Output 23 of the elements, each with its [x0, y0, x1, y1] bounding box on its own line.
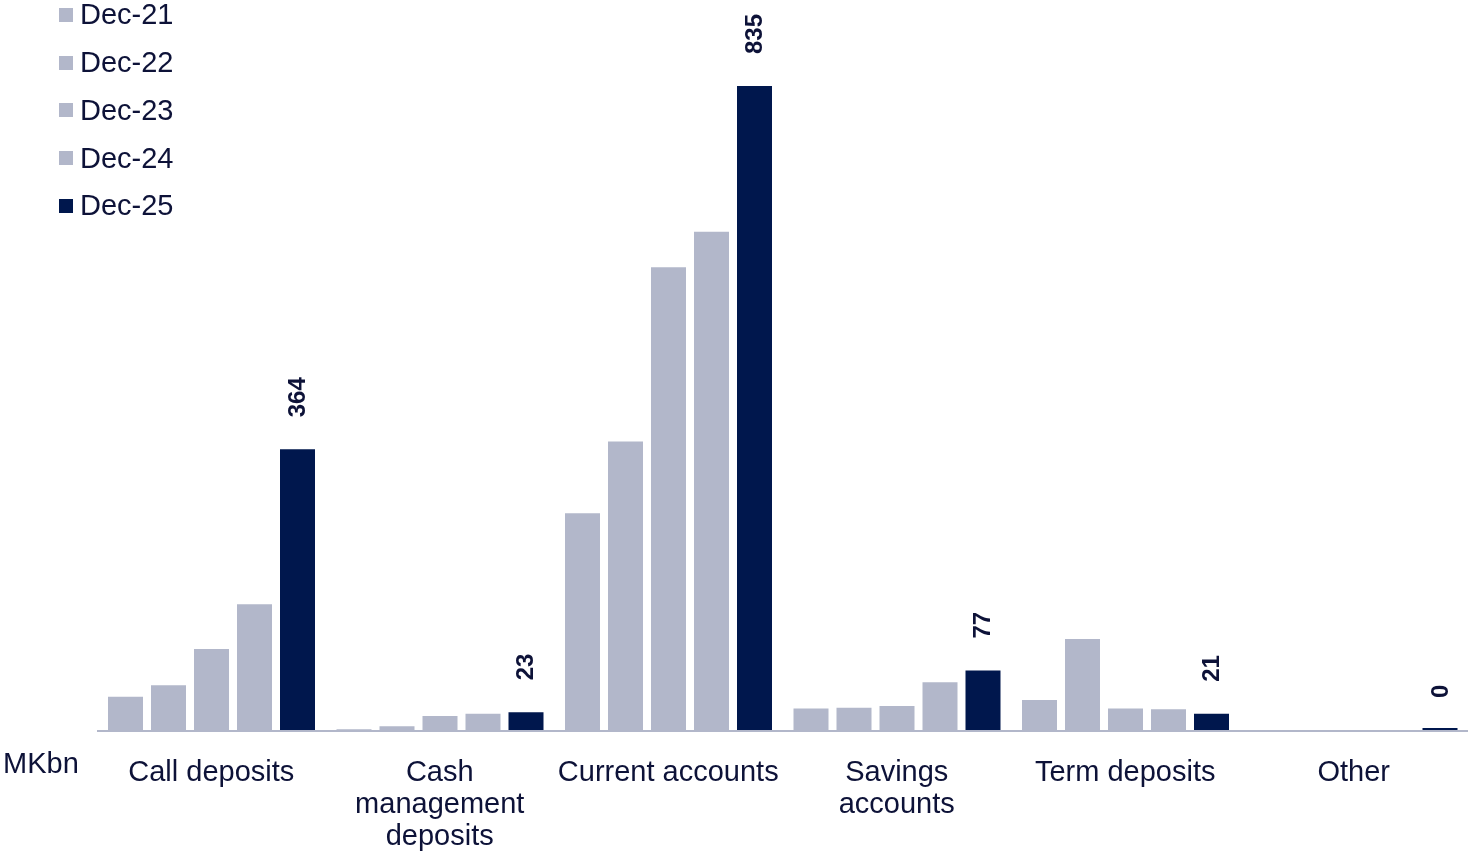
data-label: 835 — [740, 13, 767, 54]
x-tick-label: Other — [1317, 755, 1391, 787]
bar — [737, 86, 772, 730]
legend-label: Dec-23 — [80, 93, 174, 127]
legend-label: Dec-25 — [80, 189, 174, 223]
x-tick-label: Savings accounts — [838, 755, 955, 819]
x-tick-label: Current accounts — [557, 755, 779, 787]
y-axis-title: MKbn — [3, 747, 79, 779]
legend-label: Dec-22 — [80, 46, 174, 80]
data-label: 23 — [511, 653, 539, 681]
x-tick-label: Cash management deposits — [355, 755, 525, 851]
bar — [508, 712, 544, 730]
data-label: 0 — [1425, 684, 1453, 698]
data-label: 364 — [283, 376, 310, 418]
legend-label: Dec-24 — [80, 141, 174, 175]
bar — [965, 670, 1001, 730]
bar — [280, 449, 315, 730]
data-label: 21 — [1197, 655, 1224, 682]
x-tick-label: Term deposits — [1034, 755, 1216, 787]
legend-label: Dec-21 — [80, 0, 174, 32]
bar — [1194, 713, 1229, 730]
data-label: 77 — [968, 611, 996, 639]
x-tick-label: Call deposits — [128, 755, 295, 787]
